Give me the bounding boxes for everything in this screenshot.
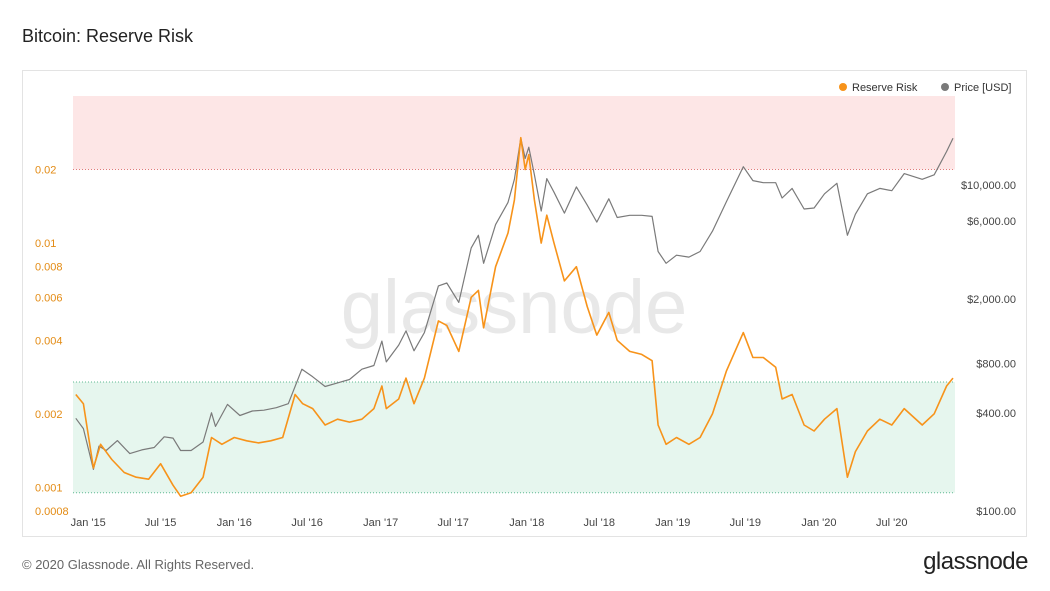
chart-panel: glassnode 0.02 0.01 0.008 0.006 0.004 0.002 0.0… — [22, 70, 1027, 537]
x-axis-tick: Jul '16 — [291, 517, 322, 529]
right-axis-tick: $400.00 — [976, 408, 1016, 420]
x-axis-tick: Jan '15 — [71, 517, 106, 529]
x-axis-tick: Jul '17 — [437, 517, 468, 529]
left-axis-tick: 0.01 — [35, 238, 56, 250]
high-risk-zone — [73, 96, 955, 170]
x-axis-tick: Jan '17 — [363, 517, 398, 529]
legend-marker — [941, 83, 949, 91]
x-axis-tick: Jan '20 — [801, 517, 836, 529]
legend-marker — [839, 83, 847, 91]
legend-label: Reserve Risk — [852, 82, 918, 94]
page-title: Bitcoin: Reserve Risk — [22, 26, 194, 46]
right-axis-tick: $10,000.00 — [961, 180, 1016, 192]
legend-label: Price [USD] — [954, 82, 1011, 94]
right-axis-tick: $2,000.00 — [967, 294, 1016, 306]
left-axis-tick: 0.02 — [35, 165, 56, 177]
reserve-risk-line — [75, 136, 954, 497]
right-axis-tick: $6,000.00 — [967, 216, 1016, 228]
x-axis-tick: Jul '15 — [145, 517, 176, 529]
left-axis-tick: 0.002 — [35, 409, 63, 421]
reserve-risk-chart: glassnode 0.02 0.01 0.008 0.006 0.004 0.002 0.0… — [35, 82, 1016, 529]
x-axis-tick: Jul '19 — [730, 517, 761, 529]
left-axis-tick: 0.004 — [35, 335, 63, 347]
watermark: glassnode — [341, 265, 688, 350]
left-axis-tick: 0.001 — [35, 482, 63, 494]
price-line — [75, 137, 954, 470]
low-risk-zone — [73, 381, 955, 493]
x-axis-tick: Jan '16 — [217, 517, 252, 529]
x-axis-tick: Jan '19 — [655, 517, 690, 529]
left-axis-tick: 0.006 — [35, 292, 63, 304]
right-axis-tick: $100.00 — [976, 506, 1016, 518]
x-axis-tick: Jul '20 — [876, 517, 907, 529]
x-axis-tick: Jan '18 — [509, 517, 544, 529]
x-axis-tick: Jul '18 — [584, 517, 615, 529]
right-axis-tick: $800.00 — [976, 359, 1016, 371]
left-axis-tick: 0.0008 — [35, 506, 69, 518]
brand-logo[interactable]: glassnode — [923, 548, 1028, 575]
copyright-text: © 2020 Glassnode. All Rights Reserved. — [22, 557, 255, 572]
left-axis-tick: 0.008 — [35, 262, 63, 274]
